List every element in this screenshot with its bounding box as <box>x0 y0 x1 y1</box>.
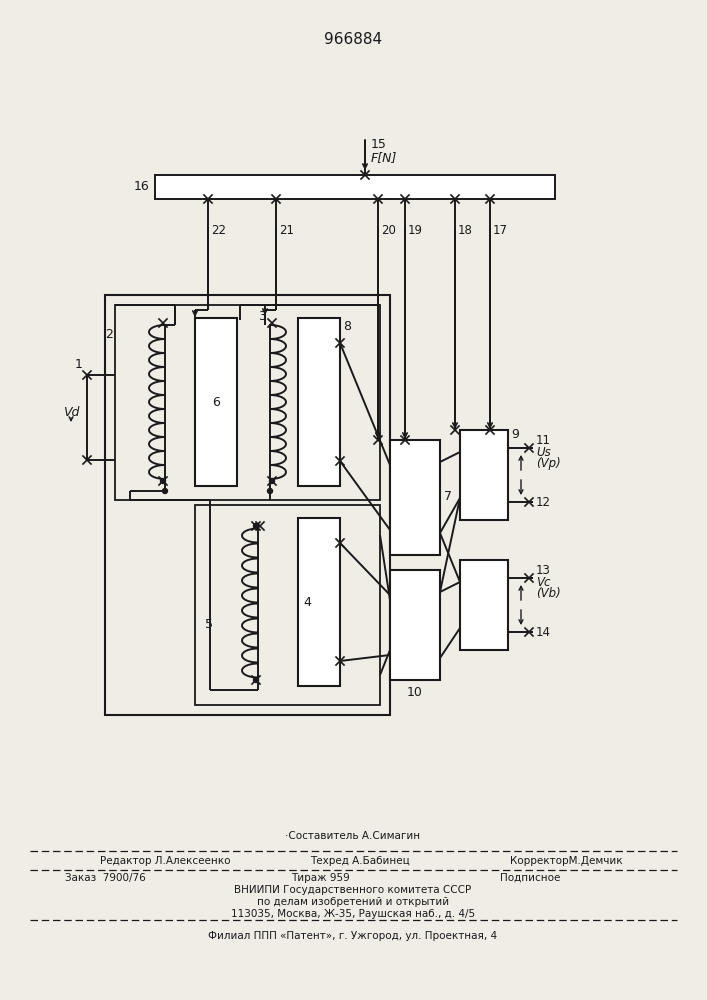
Bar <box>390 570 440 680</box>
Bar <box>155 175 555 199</box>
Text: 8: 8 <box>343 320 351 332</box>
Bar <box>105 295 390 715</box>
Circle shape <box>267 488 272 493</box>
Text: КорректорМ.Демчик: КорректорМ.Демчик <box>510 856 623 866</box>
Text: 3: 3 <box>258 310 266 322</box>
Text: 10: 10 <box>407 686 423 698</box>
Text: 2: 2 <box>105 328 113 342</box>
Text: 113035, Москва, Ж-35, Раушская наб., д. 4/5: 113035, Москва, Ж-35, Раушская наб., д. … <box>231 909 475 919</box>
Text: 5: 5 <box>205 618 213 632</box>
Circle shape <box>269 479 274 484</box>
Bar <box>298 318 340 486</box>
Text: Подписное: Подписное <box>500 873 561 883</box>
Text: Техред А.Бабинец: Техред А.Бабинец <box>310 856 410 866</box>
Circle shape <box>254 524 259 528</box>
Text: 7: 7 <box>444 490 452 504</box>
Bar <box>115 305 380 500</box>
Text: ·Составитель А.Симагин: ·Составитель А.Симагин <box>286 831 421 841</box>
Bar <box>195 318 237 486</box>
Circle shape <box>160 479 165 484</box>
Text: Редактор Л.Алексеенко: Редактор Л.Алексеенко <box>100 856 230 866</box>
Text: Vc: Vc <box>536 576 551 588</box>
Text: 6: 6 <box>212 395 220 408</box>
Text: 20: 20 <box>381 225 396 237</box>
Text: 18: 18 <box>458 225 473 237</box>
Text: 22: 22 <box>211 225 226 237</box>
Text: 15: 15 <box>371 138 387 151</box>
Text: 16: 16 <box>133 180 149 194</box>
Bar <box>460 560 508 650</box>
Text: Филиал ППП «Патент», г. Ужгород, ул. Проектная, 4: Филиал ППП «Патент», г. Ужгород, ул. Про… <box>209 931 498 941</box>
Text: 12: 12 <box>536 495 551 508</box>
Text: 9: 9 <box>511 428 519 440</box>
Text: 11: 11 <box>536 434 551 446</box>
Text: 19: 19 <box>408 225 423 237</box>
Text: 17: 17 <box>493 225 508 237</box>
Text: 13: 13 <box>536 564 551 576</box>
Text: F[N]: F[N] <box>371 151 397 164</box>
Text: 4: 4 <box>303 595 311 608</box>
Bar <box>460 430 508 520</box>
Bar <box>390 440 440 555</box>
Text: 1: 1 <box>75 359 83 371</box>
Circle shape <box>254 678 259 682</box>
Text: Тираж 959: Тираж 959 <box>291 873 349 883</box>
Bar <box>195 505 380 705</box>
Text: ВНИИПИ Государственного комитета СССР: ВНИИПИ Государственного комитета СССР <box>235 885 472 895</box>
Text: Us: Us <box>536 446 551 458</box>
Circle shape <box>163 488 168 493</box>
Text: (Vb): (Vb) <box>536 587 561 600</box>
Text: Заказ  7900/76: Заказ 7900/76 <box>65 873 146 883</box>
Text: 14: 14 <box>536 626 551 639</box>
Bar <box>298 518 340 686</box>
Text: Vd: Vd <box>63 406 79 418</box>
Text: (Vp): (Vp) <box>536 458 561 471</box>
Text: 21: 21 <box>279 225 294 237</box>
Text: 966884: 966884 <box>324 32 382 47</box>
Text: по делам изобретений и открытий: по делам изобретений и открытий <box>257 897 449 907</box>
